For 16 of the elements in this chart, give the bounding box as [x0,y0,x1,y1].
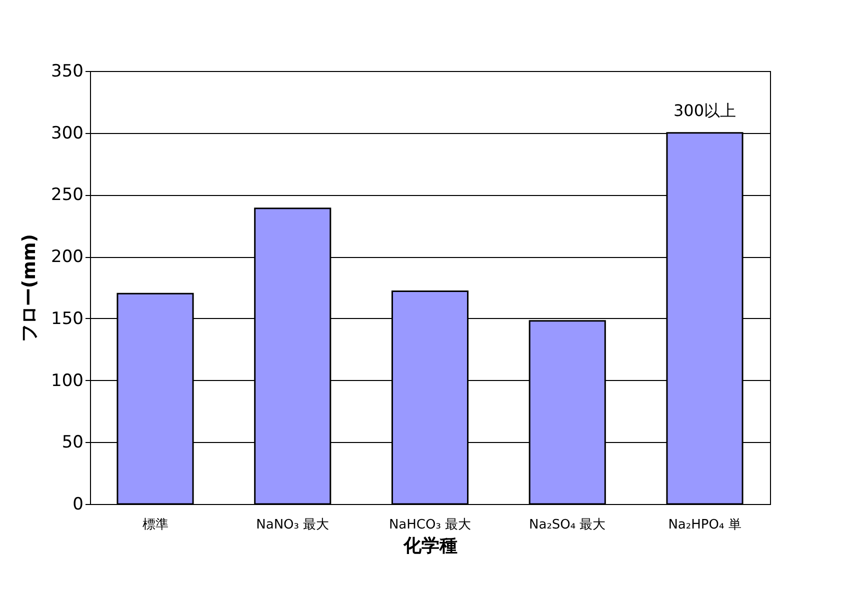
y-tick-label: 150 [51,308,84,329]
x-tick-label: 標準 [142,518,168,532]
y-tick-label: 0 [72,494,84,514]
y-tick-label: 350 [51,62,84,82]
x-tick-label: Na₂SO₄ 最大 [529,518,606,532]
annotation: 300以上 [673,100,736,120]
y-tick-label: 200 [51,247,84,268]
y-axis-title: フロー(mm) [19,234,40,342]
y-tick-label: 250 [51,185,84,206]
x-axis-title: 化学種 [402,536,458,556]
x-tick-label: NaHCO₃ 最大 [388,518,472,532]
y-tick-label: 50 [62,432,84,453]
x-tick-label: Na₂HPO₄ 単 [668,518,742,532]
y-tick-label: 100 [51,370,84,391]
x-tick-label: NaNO₃ 最大 [256,518,330,532]
y-tick-label: 300 [51,123,84,144]
